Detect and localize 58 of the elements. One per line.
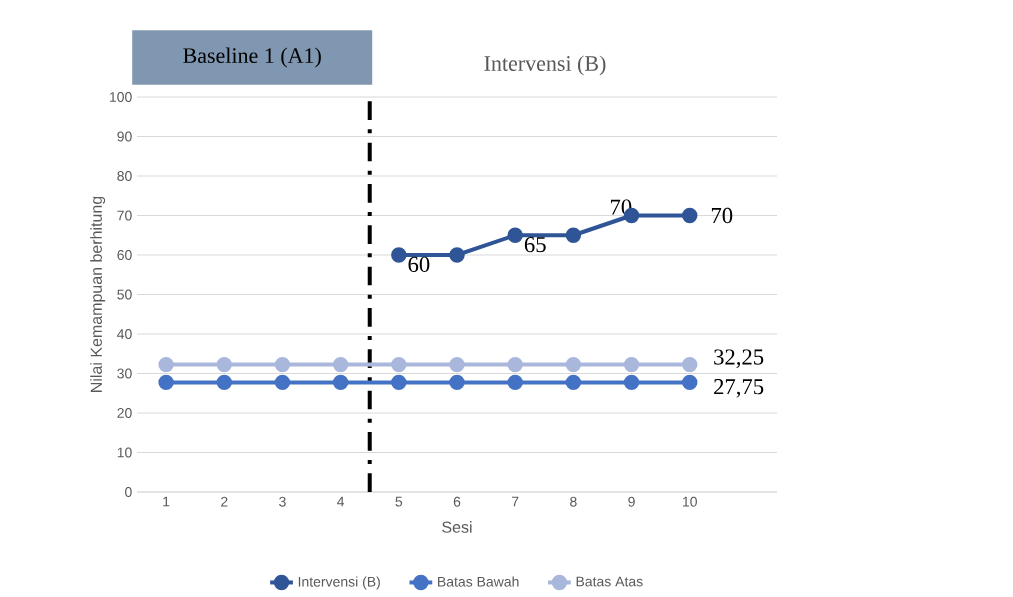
y-tick-label: 80 xyxy=(117,171,132,181)
x-tick-label: 4 xyxy=(337,496,345,507)
y-tick-label: 50 xyxy=(117,289,132,300)
x-tick-label: 2 xyxy=(221,496,228,507)
point xyxy=(158,356,174,373)
y-tick-label: 90 xyxy=(117,131,132,142)
point xyxy=(332,374,349,391)
point xyxy=(565,227,582,243)
point xyxy=(391,247,407,263)
x-tick-label: 3 xyxy=(279,496,286,507)
point xyxy=(449,356,465,373)
data-label: 32,25 xyxy=(714,349,764,368)
legend-label: Batas Bawah xyxy=(438,576,519,587)
point xyxy=(682,356,698,373)
point xyxy=(274,374,291,391)
point xyxy=(623,374,640,391)
point xyxy=(682,374,698,391)
x-tick-label: 7 xyxy=(512,496,519,507)
text: Intervensi (B) xyxy=(484,55,606,76)
data-label: 65 xyxy=(524,236,546,253)
x-tick-label: 5 xyxy=(395,496,403,507)
y-tick-label: 0 xyxy=(125,487,132,497)
x-axis-title: Sesi xyxy=(442,521,472,533)
point xyxy=(507,227,523,243)
point xyxy=(332,356,349,373)
point xyxy=(565,374,582,391)
x-tick-label: 6 xyxy=(453,496,461,507)
point xyxy=(158,374,174,391)
point xyxy=(216,356,233,373)
data-label: 70 xyxy=(711,207,733,224)
y-tick-label: 60 xyxy=(117,250,132,260)
point xyxy=(449,247,465,263)
x-tick-label: 9 xyxy=(628,496,635,507)
x-tick-label: 10 xyxy=(683,496,697,507)
data-label: 60 xyxy=(408,256,430,272)
text: Baseline 1 (A1) xyxy=(183,47,321,68)
point xyxy=(391,374,407,391)
point xyxy=(391,356,407,373)
y-tick-label: 30 xyxy=(117,368,132,379)
y-tick-label: 100 xyxy=(110,92,132,102)
point xyxy=(274,356,291,373)
point xyxy=(682,207,698,224)
point xyxy=(507,374,523,391)
y-tick-label: 70 xyxy=(117,210,132,221)
y-tick-label: 20 xyxy=(117,408,132,418)
x-tick-label: 1 xyxy=(163,496,170,507)
point xyxy=(565,356,582,373)
data-label: 27,75 xyxy=(714,379,764,398)
y-axis-title: Nilai Kemampuan berhitung xyxy=(90,196,106,392)
x-tick-label: 8 xyxy=(570,496,577,507)
point xyxy=(216,374,233,391)
point xyxy=(449,374,465,391)
legend-label: Intervensi (B) xyxy=(298,576,380,590)
point xyxy=(507,356,523,373)
y-tick-label: 10 xyxy=(117,447,132,458)
y-tick-label: 40 xyxy=(117,329,132,339)
point xyxy=(623,356,640,373)
legend-label: Batas Atas xyxy=(576,576,643,587)
